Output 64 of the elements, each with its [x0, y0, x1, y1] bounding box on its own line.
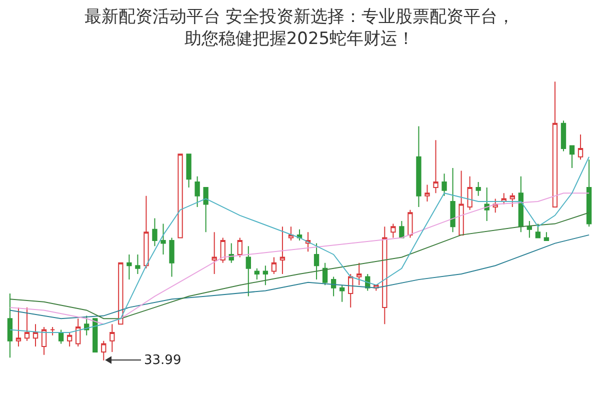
candlestick [433, 140, 438, 194]
candlestick [552, 81, 558, 208]
candlestick [228, 242, 234, 264]
candlestick [569, 145, 575, 169]
candlestick [50, 326, 56, 336]
candlestick [510, 192, 515, 208]
candlestick [442, 173, 447, 196]
candlestick [186, 154, 192, 188]
candlestick [458, 170, 464, 236]
candlestick [348, 273, 354, 308]
candlestick [24, 306, 30, 342]
candlestick [110, 324, 115, 353]
candlestick [314, 242, 320, 280]
candlestick [356, 262, 362, 286]
candlestick [135, 254, 140, 274]
candlestick [246, 246, 251, 297]
candlestick [450, 168, 456, 233]
candlestick [390, 223, 396, 238]
candlestick [578, 134, 584, 160]
candlestick [467, 176, 472, 210]
candlestick [203, 187, 208, 233]
candlestick [152, 218, 158, 247]
candlestick [339, 284, 345, 302]
candlestick [280, 226, 286, 274]
candlestick [178, 154, 183, 238]
candlestick [416, 126, 422, 208]
candlestick [526, 220, 532, 238]
candlestick [271, 256, 277, 274]
candlestick [288, 226, 294, 242]
candlestick [144, 195, 149, 269]
candlestick [586, 159, 592, 228]
candlestick [101, 340, 106, 361]
candlestick [237, 237, 242, 258]
candlestick [382, 226, 388, 325]
candlestick [408, 209, 413, 238]
candlestick [322, 262, 328, 286]
candlestick [535, 223, 541, 238]
candlestick [399, 220, 404, 238]
candlestick [169, 237, 174, 278]
candlestick [476, 181, 481, 196]
candlestick [518, 176, 524, 233]
candlestick [32, 324, 38, 347]
candlestick [484, 187, 490, 222]
candlestick [41, 326, 47, 356]
candlestick [254, 268, 260, 280]
candlestick [7, 293, 13, 358]
candlestick [424, 184, 430, 202]
candlestick [76, 318, 81, 347]
candlestick [118, 262, 124, 325]
chart-title: 最新配资活动平台 安全投资新选择：专业股票配资平台，助您稳健把握2025蛇年财运！ [84, 7, 515, 50]
candlestick [262, 265, 268, 286]
candlestick [194, 176, 200, 208]
candlestick [160, 223, 166, 255]
candlestick [66, 332, 72, 347]
candlestick [16, 306, 22, 347]
candlestick [330, 276, 336, 297]
candlestick [544, 232, 550, 242]
candlestick [92, 318, 98, 353]
candlestick [212, 232, 217, 274]
annotation: 33.99 [144, 353, 182, 368]
candlestick [84, 315, 90, 336]
candlestick [220, 237, 226, 264]
candlestick [126, 254, 132, 280]
candlestick [560, 120, 566, 152]
